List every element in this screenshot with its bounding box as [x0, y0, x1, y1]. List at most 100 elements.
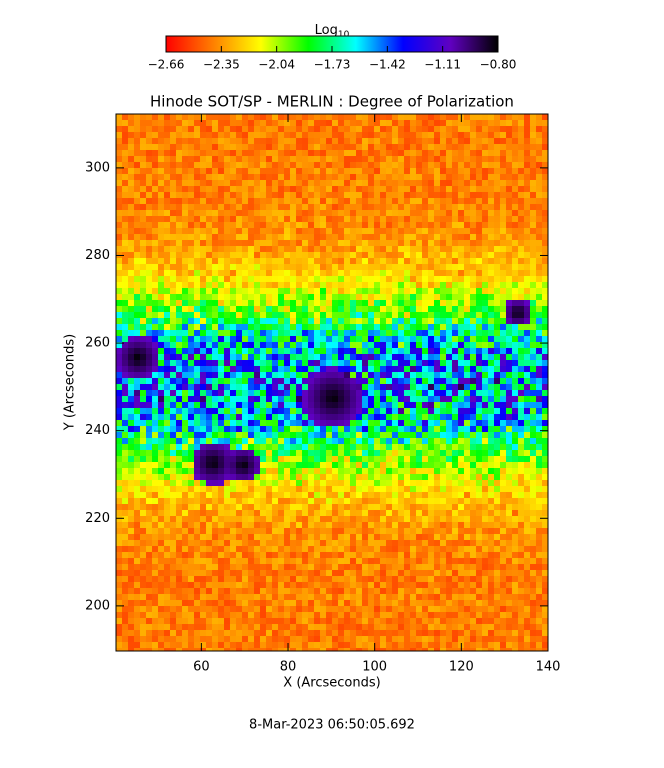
- image-cell: [458, 258, 464, 264]
- image-cell: [212, 378, 218, 384]
- image-cell: [296, 300, 302, 306]
- image-cell: [530, 498, 536, 504]
- image-cell: [356, 198, 362, 204]
- image-cell: [308, 144, 314, 150]
- image-cell: [248, 474, 254, 480]
- image-cell: [308, 312, 314, 318]
- image-cell: [194, 318, 200, 324]
- image-cell: [386, 120, 392, 126]
- image-cell: [362, 432, 368, 438]
- image-cell: [488, 378, 494, 384]
- image-cell: [500, 342, 506, 348]
- image-cell: [464, 252, 470, 258]
- image-cell: [266, 438, 272, 444]
- image-cell: [272, 210, 278, 216]
- image-cell: [386, 144, 392, 150]
- image-cell: [116, 408, 122, 414]
- image-cell: [248, 312, 254, 318]
- image-cell: [314, 300, 320, 306]
- image-cell: [518, 126, 524, 132]
- image-cell: [398, 480, 404, 486]
- image-cell: [266, 180, 272, 186]
- image-cell: [416, 186, 422, 192]
- image-cell: [524, 234, 530, 240]
- image-cell: [428, 510, 434, 516]
- image-cell: [392, 246, 398, 252]
- image-cell: [236, 252, 242, 258]
- image-cell: [296, 222, 302, 228]
- image-cell: [140, 510, 146, 516]
- image-cell: [344, 222, 350, 228]
- image-cell: [266, 444, 272, 450]
- image-cell: [416, 504, 422, 510]
- image-cell: [500, 366, 506, 372]
- image-cell: [422, 444, 428, 450]
- image-cell: [542, 432, 548, 438]
- image-cell: [278, 186, 284, 192]
- image-cell: [512, 510, 518, 516]
- image-cell: [428, 132, 434, 138]
- image-cell: [434, 246, 440, 252]
- image-cell: [536, 300, 542, 306]
- image-cell: [392, 444, 398, 450]
- image-cell: [458, 438, 464, 444]
- image-cell: [494, 336, 500, 342]
- image-cell: [350, 216, 356, 222]
- image-cell: [458, 126, 464, 132]
- image-cell: [392, 426, 398, 432]
- image-cell: [230, 456, 236, 462]
- image-cell: [494, 480, 500, 486]
- image-cell: [512, 444, 518, 450]
- image-cell: [380, 318, 386, 324]
- image-cell: [464, 264, 470, 270]
- image-cell: [524, 156, 530, 162]
- image-cell: [242, 480, 248, 486]
- image-cell: [506, 504, 512, 510]
- image-cell: [536, 408, 542, 414]
- image-cell: [374, 276, 380, 282]
- image-cell: [290, 462, 296, 468]
- image-cell: [302, 222, 308, 228]
- image-cell: [248, 180, 254, 186]
- image-cell: [356, 270, 362, 276]
- image-cell: [500, 438, 506, 444]
- image-cell: [140, 192, 146, 198]
- image-cell: [134, 162, 140, 168]
- image-cell: [518, 174, 524, 180]
- image-cell: [512, 384, 518, 390]
- image-cell: [224, 384, 230, 390]
- image-cell: [542, 180, 548, 186]
- image-cell: [206, 174, 212, 180]
- image-cell: [290, 156, 296, 162]
- image-cell: [410, 258, 416, 264]
- image-cell: [158, 216, 164, 222]
- image-cell: [488, 414, 494, 420]
- image-cell: [428, 288, 434, 294]
- image-cell: [356, 474, 362, 480]
- image-cell: [146, 492, 152, 498]
- image-cell: [308, 216, 314, 222]
- image-cell: [338, 432, 344, 438]
- image-cell: [188, 462, 194, 468]
- image-cell: [170, 246, 176, 252]
- image-cell: [482, 438, 488, 444]
- image-cell: [344, 480, 350, 486]
- image-cell: [176, 396, 182, 402]
- image-cell: [254, 132, 260, 138]
- image-cell: [362, 324, 368, 330]
- image-cell: [356, 498, 362, 504]
- image-cell: [482, 216, 488, 222]
- image-cell: [536, 282, 542, 288]
- image-cell: [446, 480, 452, 486]
- image-cell: [266, 456, 272, 462]
- image-cell: [464, 234, 470, 240]
- image-cell: [158, 510, 164, 516]
- image-cell: [542, 246, 548, 252]
- image-cell: [242, 228, 248, 234]
- image-cell: [320, 480, 326, 486]
- image-cell: [164, 240, 170, 246]
- image-cell: [248, 480, 254, 486]
- image-cell: [434, 504, 440, 510]
- image-cell: [476, 306, 482, 312]
- image-cell: [116, 510, 122, 516]
